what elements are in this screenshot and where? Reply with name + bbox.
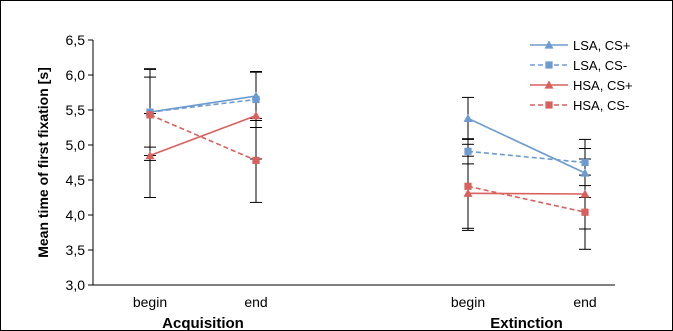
data-point — [251, 111, 261, 120]
data-point — [252, 95, 260, 104]
y-tick-label: 4,0 — [66, 207, 86, 223]
data-point — [545, 101, 553, 109]
legend: LSA, CS+ LSA, CS- HSA, CS+ HSA, CS- — [530, 38, 633, 113]
x-tick-label: begin — [133, 294, 167, 310]
data-point — [580, 189, 590, 198]
y-axis-title: Mean time of first fixation [s] — [35, 67, 51, 258]
x-tick-label: end — [573, 294, 596, 310]
legend-label: HSA, CS- — [573, 98, 629, 113]
series-line — [467, 117, 586, 174]
data-point — [545, 61, 553, 69]
y-tick-label: 6,0 — [66, 67, 86, 83]
y-tick-label: 6,5 — [66, 32, 86, 48]
y-tick-label: 5,0 — [66, 137, 86, 153]
series-line — [149, 98, 257, 113]
x-tick-label: begin — [451, 294, 485, 310]
x-group-label: Acquisition — [162, 315, 244, 331]
chart-labels: 3,0 3,5 4,0 4,5 5,0 5,5 6,0 6,5 Mean time of fir… — [35, 32, 597, 331]
legend-label: HSA, CS+ — [573, 78, 633, 93]
x-tick-label: end — [244, 294, 267, 310]
y-tick-label: 4,5 — [66, 172, 86, 188]
data-point — [581, 208, 589, 216]
y-tick-label: 5,5 — [66, 102, 86, 118]
series-line — [149, 114, 257, 162]
data-point — [464, 182, 472, 190]
series-line — [467, 150, 586, 164]
series-line — [149, 114, 257, 157]
legend-label: LSA, CS+ — [573, 38, 630, 53]
chart-marks — [144, 68, 591, 250]
data-point — [463, 113, 473, 122]
data-point — [580, 168, 590, 177]
data-point — [544, 40, 554, 49]
data-point — [252, 156, 260, 164]
x-group-label: Extinction — [490, 315, 563, 331]
series-line — [467, 192, 586, 195]
y-tick-label: 3,0 — [66, 277, 86, 293]
data-point — [544, 80, 554, 89]
series-line — [467, 185, 586, 213]
data-point — [581, 158, 589, 167]
data-point — [145, 151, 155, 160]
legend-label: LSA, CS- — [573, 58, 627, 73]
axes — [88, 39, 615, 286]
data-point — [464, 147, 472, 155]
data-point — [146, 111, 154, 119]
data-point — [463, 188, 473, 197]
y-tick-label: 3,5 — [66, 242, 86, 258]
